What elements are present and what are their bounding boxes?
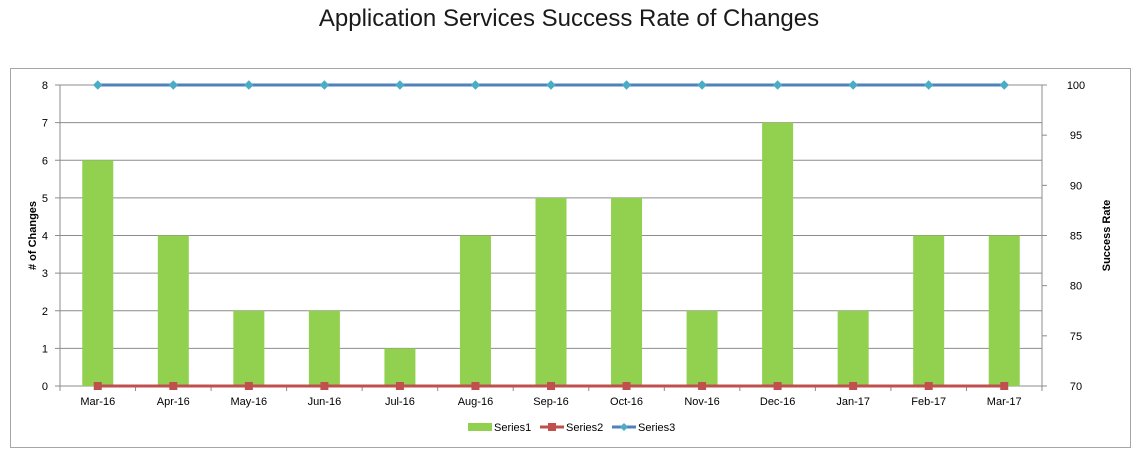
series-point — [244, 80, 254, 90]
y-tick-label: 5 — [42, 193, 48, 205]
series-point — [999, 80, 1009, 90]
y-tick-label: 3 — [42, 268, 48, 280]
series-point — [773, 382, 782, 390]
series-point — [471, 382, 480, 390]
series-point — [772, 80, 783, 90]
y-tick-label: 0 — [42, 381, 48, 393]
series-point — [93, 80, 103, 90]
y2-axis-title: Success Rate — [1101, 200, 1113, 272]
bar — [157, 235, 189, 386]
bar — [611, 197, 643, 386]
bar — [913, 235, 945, 386]
y-tick-label: 7 — [42, 118, 48, 130]
y2-tick-label: 70 — [1070, 381, 1082, 393]
series-point — [470, 80, 481, 90]
bar — [233, 310, 265, 386]
y2-tick-label: 75 — [1070, 331, 1082, 343]
bar — [82, 160, 114, 386]
bar — [535, 197, 567, 386]
y-tick-label: 4 — [42, 231, 48, 243]
bar — [762, 122, 794, 386]
x-tick-label: Jun-16 — [308, 396, 342, 408]
legend-label: Series1 — [494, 422, 531, 434]
bar — [837, 310, 869, 386]
series-point — [320, 382, 329, 390]
y2-tick-label: 100 — [1067, 80, 1085, 92]
bar — [308, 310, 340, 386]
x-tick-label: Feb-17 — [911, 396, 946, 408]
legend-marker — [620, 423, 628, 431]
y-tick-label: 8 — [42, 80, 48, 92]
y2-tick-label: 95 — [1070, 130, 1082, 142]
x-tick-label: Mar-17 — [987, 396, 1022, 408]
bar — [988, 235, 1020, 386]
bar — [459, 235, 491, 386]
series-point — [924, 382, 933, 390]
y-tick-label: 1 — [42, 343, 48, 355]
y-tick-label: 6 — [42, 155, 48, 167]
x-tick-label: Sep-16 — [533, 396, 568, 408]
series-point — [168, 80, 179, 90]
legend-label: Series2 — [566, 422, 603, 434]
series-point — [319, 80, 330, 90]
y2-tick-label: 85 — [1070, 231, 1082, 243]
legend-label: Series3 — [638, 422, 675, 434]
y2-tick-label: 90 — [1070, 180, 1082, 192]
y-axis-title: # of Changes — [27, 201, 39, 270]
x-tick-label: Jan-17 — [836, 396, 870, 408]
x-tick-label: Jul-16 — [385, 396, 415, 408]
series-point — [169, 382, 178, 390]
series-point — [848, 80, 858, 90]
x-tick-label: Oct-16 — [610, 396, 643, 408]
chart-title: Application Services Success Rate of Cha… — [318, 5, 820, 32]
series-point — [1000, 382, 1009, 390]
y-tick-label: 2 — [42, 306, 48, 318]
series-point — [698, 382, 707, 390]
legend-swatch — [468, 423, 492, 431]
series-point — [547, 382, 555, 390]
series-point — [395, 382, 404, 390]
series-point — [622, 382, 631, 390]
x-tick-label: Mar-16 — [80, 396, 115, 408]
series-point — [93, 382, 102, 390]
series-point — [546, 80, 556, 90]
x-tick-label: May-16 — [231, 396, 268, 408]
y2-tick-label: 80 — [1070, 281, 1082, 293]
x-tick-label: Aug-16 — [458, 396, 493, 408]
series-point — [849, 382, 858, 390]
chart-frame — [10, 68, 1131, 448]
x-tick-label: Dec-16 — [760, 396, 795, 408]
series-point — [395, 80, 405, 90]
series-point — [621, 80, 632, 90]
x-tick-label: Apr-16 — [157, 396, 190, 408]
bar — [686, 310, 718, 386]
bar — [384, 348, 416, 386]
legend-marker — [548, 423, 556, 431]
series-point — [697, 80, 707, 90]
series-point — [923, 80, 934, 90]
series-point — [244, 382, 253, 390]
x-tick-label: Nov-16 — [684, 396, 719, 408]
